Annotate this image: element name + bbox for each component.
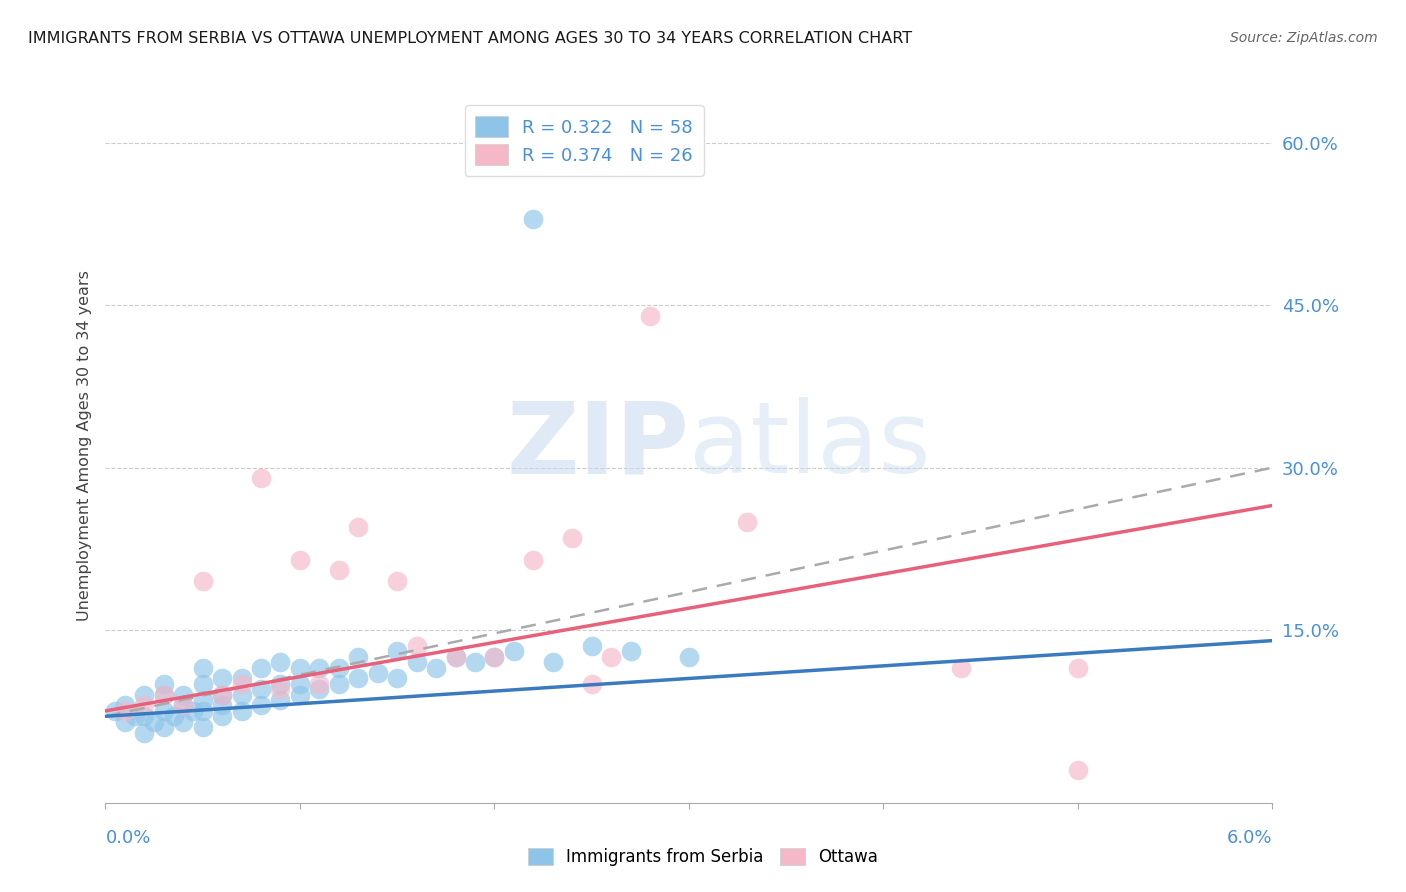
Point bbox=[114, 698, 136, 713]
Point bbox=[250, 682, 273, 697]
Point bbox=[172, 698, 194, 713]
Point bbox=[172, 688, 194, 702]
Point bbox=[191, 677, 214, 691]
Point bbox=[181, 704, 204, 718]
Point bbox=[1067, 660, 1090, 674]
Point bbox=[561, 531, 583, 545]
Point bbox=[231, 672, 253, 686]
Point bbox=[211, 688, 233, 702]
Point bbox=[484, 649, 506, 664]
Point bbox=[444, 649, 467, 664]
Point bbox=[231, 677, 253, 691]
Text: IMMIGRANTS FROM SERBIA VS OTTAWA UNEMPLOYMENT AMONG AGES 30 TO 34 YEARS CORRELAT: IMMIGRANTS FROM SERBIA VS OTTAWA UNEMPLO… bbox=[28, 31, 912, 46]
Point bbox=[619, 644, 641, 658]
Legend: R = 0.322   N = 58, R = 0.374   N = 26: R = 0.322 N = 58, R = 0.374 N = 26 bbox=[464, 105, 704, 176]
Point bbox=[308, 677, 330, 691]
Point bbox=[162, 709, 184, 723]
Point bbox=[211, 672, 233, 686]
Point bbox=[104, 704, 127, 718]
Point bbox=[328, 660, 350, 674]
Point bbox=[484, 649, 506, 664]
Point bbox=[288, 552, 311, 566]
Point bbox=[328, 563, 350, 577]
Point bbox=[385, 574, 408, 589]
Point bbox=[347, 672, 370, 686]
Point bbox=[211, 698, 233, 713]
Point bbox=[308, 682, 330, 697]
Point bbox=[211, 709, 233, 723]
Point bbox=[385, 644, 408, 658]
Point bbox=[269, 677, 292, 691]
Point bbox=[405, 655, 427, 669]
Point bbox=[134, 688, 156, 702]
Point bbox=[600, 649, 623, 664]
Point bbox=[328, 677, 350, 691]
Point bbox=[269, 655, 292, 669]
Point bbox=[191, 693, 214, 707]
Point bbox=[191, 720, 214, 734]
Point bbox=[134, 725, 156, 739]
Point bbox=[581, 677, 603, 691]
Point bbox=[522, 552, 544, 566]
Point bbox=[143, 714, 166, 729]
Text: Source: ZipAtlas.com: Source: ZipAtlas.com bbox=[1230, 31, 1378, 45]
Point bbox=[134, 698, 156, 713]
Point bbox=[385, 672, 408, 686]
Point bbox=[678, 649, 700, 664]
Point bbox=[308, 660, 330, 674]
Point bbox=[231, 704, 253, 718]
Point bbox=[153, 720, 174, 734]
Text: atlas: atlas bbox=[689, 398, 931, 494]
Point bbox=[172, 698, 194, 713]
Point bbox=[269, 693, 292, 707]
Point bbox=[250, 471, 273, 485]
Text: 6.0%: 6.0% bbox=[1227, 829, 1272, 847]
Point bbox=[1067, 764, 1090, 778]
Point bbox=[581, 639, 603, 653]
Point bbox=[153, 688, 174, 702]
Point bbox=[231, 688, 253, 702]
Text: 0.0%: 0.0% bbox=[105, 829, 150, 847]
Point bbox=[950, 660, 973, 674]
Point bbox=[347, 649, 370, 664]
Point bbox=[153, 688, 174, 702]
Point bbox=[464, 655, 486, 669]
Legend: Immigrants from Serbia, Ottawa: Immigrants from Serbia, Ottawa bbox=[522, 841, 884, 873]
Y-axis label: Unemployment Among Ages 30 to 34 years: Unemployment Among Ages 30 to 34 years bbox=[76, 270, 91, 622]
Point bbox=[191, 660, 214, 674]
Point bbox=[134, 709, 156, 723]
Text: ZIP: ZIP bbox=[506, 398, 689, 494]
Point bbox=[114, 704, 136, 718]
Point bbox=[288, 688, 311, 702]
Point bbox=[347, 520, 370, 534]
Point bbox=[541, 655, 564, 669]
Point bbox=[503, 644, 526, 658]
Point bbox=[250, 698, 273, 713]
Point bbox=[153, 704, 174, 718]
Point bbox=[114, 714, 136, 729]
Point bbox=[638, 310, 661, 324]
Point bbox=[153, 677, 174, 691]
Point bbox=[269, 682, 292, 697]
Point bbox=[405, 639, 427, 653]
Point bbox=[250, 660, 273, 674]
Point bbox=[522, 211, 544, 226]
Point bbox=[737, 515, 759, 529]
Point bbox=[124, 709, 146, 723]
Point bbox=[191, 574, 214, 589]
Point bbox=[172, 714, 194, 729]
Point bbox=[444, 649, 467, 664]
Point bbox=[191, 704, 214, 718]
Point bbox=[367, 666, 389, 681]
Point bbox=[288, 677, 311, 691]
Point bbox=[211, 688, 233, 702]
Point bbox=[425, 660, 447, 674]
Point bbox=[288, 660, 311, 674]
